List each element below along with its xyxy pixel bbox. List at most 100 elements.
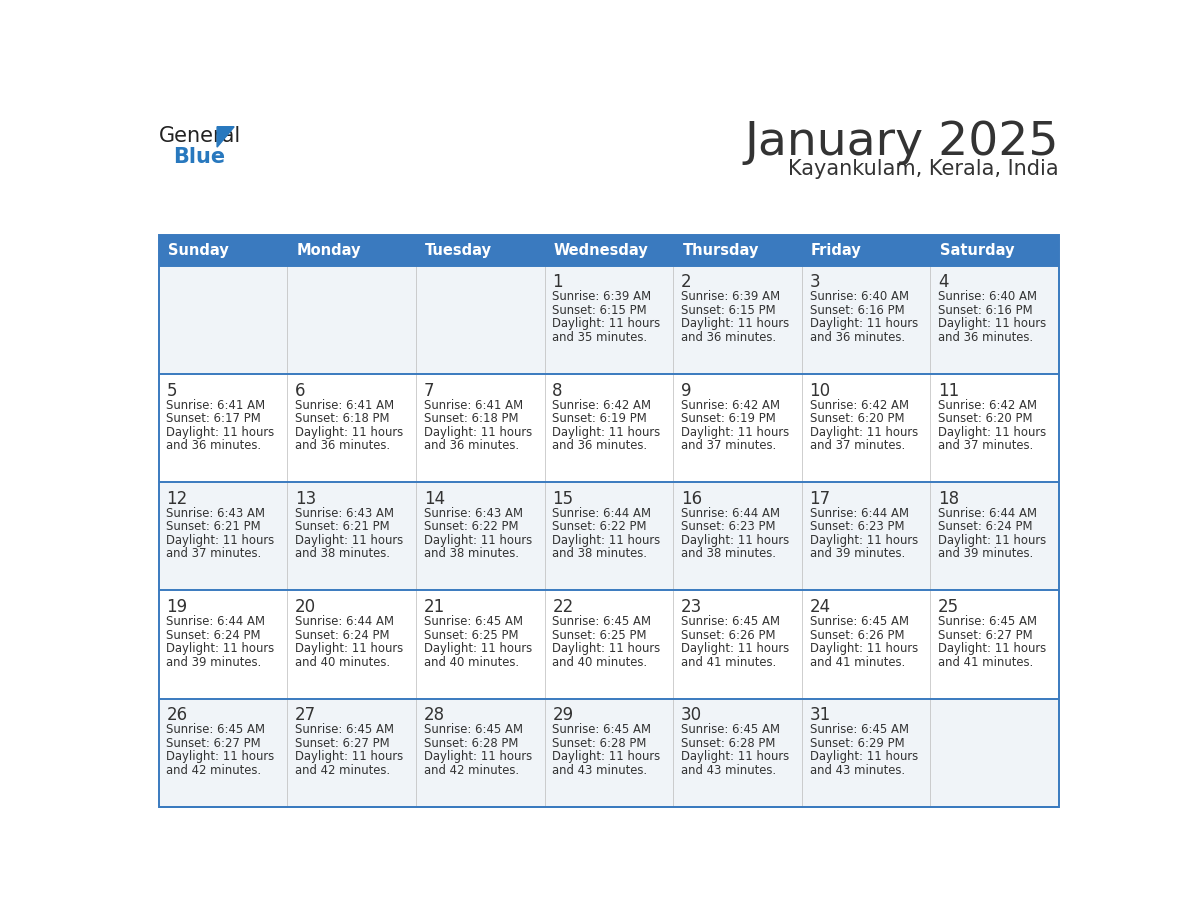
Text: and 39 minutes.: and 39 minutes. [809,547,905,560]
Text: Sunrise: 6:45 AM: Sunrise: 6:45 AM [552,723,651,736]
Text: 4: 4 [939,274,949,291]
Text: Sunrise: 6:44 AM: Sunrise: 6:44 AM [681,507,781,520]
Text: 11: 11 [939,382,960,399]
Text: Daylight: 11 hours: Daylight: 11 hours [809,642,917,655]
Text: 14: 14 [424,490,444,508]
Text: Sunset: 6:23 PM: Sunset: 6:23 PM [681,521,776,533]
Text: Daylight: 11 hours: Daylight: 11 hours [939,318,1047,330]
Text: Sunrise: 6:42 AM: Sunrise: 6:42 AM [552,398,651,411]
Text: Sunset: 6:22 PM: Sunset: 6:22 PM [552,521,646,533]
Text: Sunrise: 6:43 AM: Sunrise: 6:43 AM [166,507,265,520]
Text: Daylight: 11 hours: Daylight: 11 hours [424,750,532,764]
Text: Daylight: 11 hours: Daylight: 11 hours [681,426,789,439]
Text: 7: 7 [424,382,434,399]
Text: 12: 12 [166,490,188,508]
Text: 26: 26 [166,707,188,724]
Text: 31: 31 [809,707,830,724]
Text: Sunrise: 6:45 AM: Sunrise: 6:45 AM [939,615,1037,628]
Bar [930,235,1060,265]
Text: Sunset: 6:21 PM: Sunset: 6:21 PM [166,521,261,533]
Text: Sunset: 6:19 PM: Sunset: 6:19 PM [681,412,776,425]
Text: Sunset: 6:18 PM: Sunset: 6:18 PM [424,412,518,425]
Text: 30: 30 [681,707,702,724]
Text: and 39 minutes.: and 39 minutes. [166,655,261,668]
Text: Daylight: 11 hours: Daylight: 11 hours [166,642,274,655]
Text: Sunset: 6:24 PM: Sunset: 6:24 PM [166,629,261,642]
Text: Daylight: 11 hours: Daylight: 11 hours [809,426,917,439]
Text: Sunset: 6:21 PM: Sunset: 6:21 PM [295,521,390,533]
Text: Daylight: 11 hours: Daylight: 11 hours [166,533,274,547]
Text: Sunset: 6:20 PM: Sunset: 6:20 PM [809,412,904,425]
Text: Friday: Friday [811,242,861,258]
Text: Sunset: 6:27 PM: Sunset: 6:27 PM [295,737,390,750]
Text: Daylight: 11 hours: Daylight: 11 hours [552,318,661,330]
Text: 3: 3 [809,274,820,291]
Text: Sunrise: 6:39 AM: Sunrise: 6:39 AM [681,290,781,303]
Text: Sunrise: 6:44 AM: Sunrise: 6:44 AM [295,615,394,628]
Text: 19: 19 [166,599,188,616]
Text: and 43 minutes.: and 43 minutes. [552,764,647,777]
Text: Daylight: 11 hours: Daylight: 11 hours [552,426,661,439]
Bar [674,235,802,265]
Text: Daylight: 11 hours: Daylight: 11 hours [681,318,789,330]
Text: Daylight: 11 hours: Daylight: 11 hours [681,750,789,764]
Text: Sunset: 6:27 PM: Sunset: 6:27 PM [939,629,1032,642]
Text: Daylight: 11 hours: Daylight: 11 hours [295,426,403,439]
Text: Sunrise: 6:41 AM: Sunrise: 6:41 AM [295,398,394,411]
Text: Sunrise: 6:45 AM: Sunrise: 6:45 AM [166,723,265,736]
Text: Sunrise: 6:43 AM: Sunrise: 6:43 AM [424,507,523,520]
Text: and 36 minutes.: and 36 minutes. [166,439,261,452]
Text: and 37 minutes.: and 37 minutes. [939,439,1034,452]
Text: Daylight: 11 hours: Daylight: 11 hours [166,750,274,764]
Text: Sunset: 6:17 PM: Sunset: 6:17 PM [166,412,261,425]
Text: 22: 22 [552,599,574,616]
Text: Sunset: 6:29 PM: Sunset: 6:29 PM [809,737,904,750]
Text: 8: 8 [552,382,563,399]
Text: and 40 minutes.: and 40 minutes. [424,655,519,668]
Text: Sunrise: 6:45 AM: Sunrise: 6:45 AM [424,615,523,628]
Text: Sunrise: 6:44 AM: Sunrise: 6:44 AM [552,507,651,520]
Text: Daylight: 11 hours: Daylight: 11 hours [939,642,1047,655]
Text: Blue: Blue [173,147,226,167]
Text: Daylight: 11 hours: Daylight: 11 hours [295,750,403,764]
Text: Sunset: 6:22 PM: Sunset: 6:22 PM [424,521,518,533]
Bar [158,265,1060,374]
Text: Sunset: 6:24 PM: Sunset: 6:24 PM [939,521,1032,533]
Text: 13: 13 [295,490,316,508]
Text: 10: 10 [809,382,830,399]
Text: Daylight: 11 hours: Daylight: 11 hours [166,426,274,439]
Text: Sunset: 6:20 PM: Sunset: 6:20 PM [939,412,1032,425]
Text: Daylight: 11 hours: Daylight: 11 hours [424,642,532,655]
Text: and 36 minutes.: and 36 minutes. [552,439,647,452]
Text: Daylight: 11 hours: Daylight: 11 hours [939,426,1047,439]
Text: and 36 minutes.: and 36 minutes. [809,330,905,343]
Text: Kayankulam, Kerala, India: Kayankulam, Kerala, India [789,159,1060,179]
Text: Sunset: 6:16 PM: Sunset: 6:16 PM [939,304,1032,317]
Text: and 36 minutes.: and 36 minutes. [424,439,519,452]
Text: Daylight: 11 hours: Daylight: 11 hours [809,318,917,330]
Text: and 40 minutes.: and 40 minutes. [295,655,390,668]
Text: Sunday: Sunday [168,242,228,258]
Bar [158,699,1060,807]
Text: 2: 2 [681,274,691,291]
Text: and 37 minutes.: and 37 minutes. [166,547,261,560]
Text: Sunset: 6:15 PM: Sunset: 6:15 PM [681,304,776,317]
Bar [158,235,287,265]
Text: 9: 9 [681,382,691,399]
Text: Saturday: Saturday [940,242,1015,258]
Bar [158,235,1060,807]
Text: and 41 minutes.: and 41 minutes. [809,655,905,668]
Bar [158,374,1060,482]
Text: Tuesday: Tuesday [425,242,492,258]
Text: and 40 minutes.: and 40 minutes. [552,655,647,668]
Text: Daylight: 11 hours: Daylight: 11 hours [424,533,532,547]
Text: Daylight: 11 hours: Daylight: 11 hours [681,533,789,547]
Text: 17: 17 [809,490,830,508]
Text: and 43 minutes.: and 43 minutes. [681,764,776,777]
Text: Daylight: 11 hours: Daylight: 11 hours [295,642,403,655]
Text: and 36 minutes.: and 36 minutes. [939,330,1034,343]
Text: Sunrise: 6:44 AM: Sunrise: 6:44 AM [166,615,265,628]
Text: Monday: Monday [297,242,361,258]
Bar [287,235,416,265]
Text: Sunrise: 6:45 AM: Sunrise: 6:45 AM [809,615,909,628]
